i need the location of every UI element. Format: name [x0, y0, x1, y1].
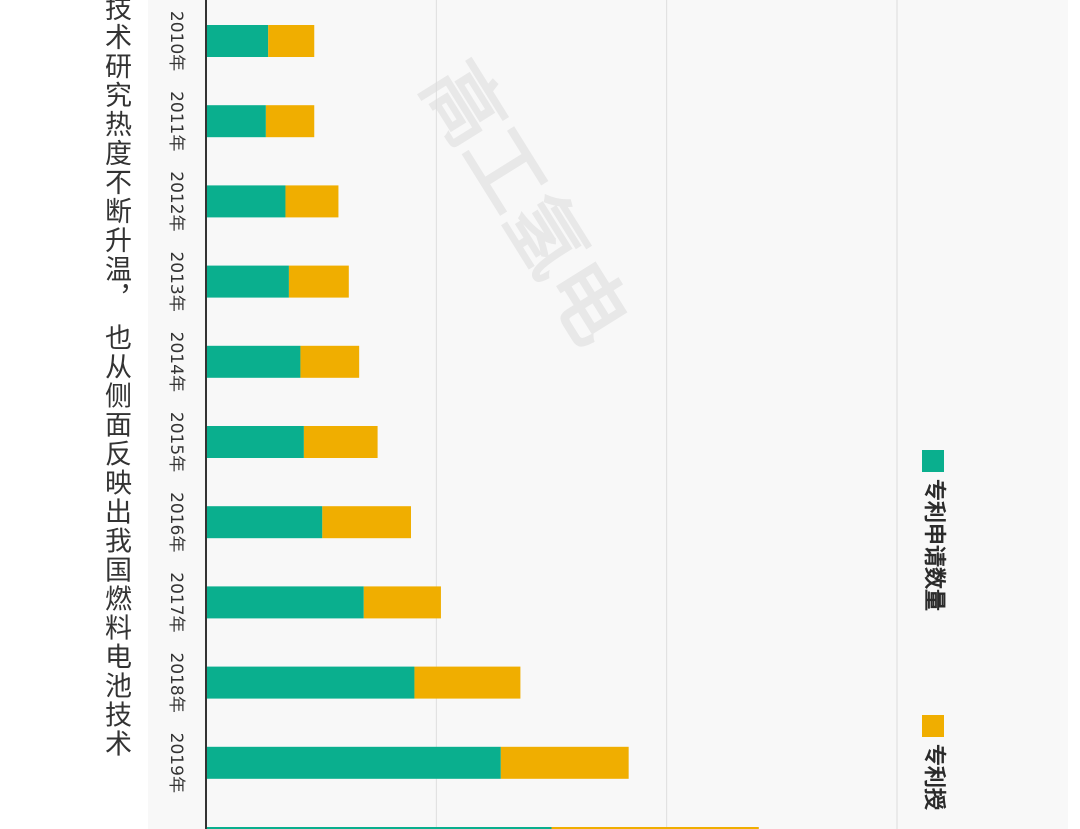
grant-bar-2015年	[303, 426, 378, 458]
application-bar-20	[206, 827, 552, 829]
application-bar-2019年	[206, 746, 501, 779]
grant-bar-2018年	[414, 666, 521, 699]
category-labels: 2010年 2011年 2012年 2013年 2014年 2015年 2016年 2017年…	[166, 11, 186, 793]
category-label: 2013年	[166, 251, 186, 311]
application-bar-2010年	[206, 25, 269, 57]
application-bar-2013年	[206, 265, 289, 298]
category-label: 2019年	[166, 733, 186, 793]
legend-label-1: 专利申请数量	[921, 479, 947, 611]
grant-bar-2019年	[500, 746, 629, 779]
grant-bar-2013年	[288, 265, 349, 298]
legend-label-2: 专利授	[921, 744, 947, 811]
application-bar-2012年	[206, 185, 286, 218]
grant-bar-20	[551, 827, 759, 829]
caption-column: 技术研究热度不断升温， 也从侧面反映出我国燃料电池技术	[95, 0, 135, 829]
legend-swatch-2	[922, 715, 944, 737]
category-label: 2017年	[166, 572, 186, 632]
grant-bar-2014年	[300, 345, 360, 378]
grant-bar-2016年	[322, 506, 411, 539]
category-label: 2014年	[166, 332, 186, 392]
grant-bar-2012年	[285, 185, 339, 218]
application-bar-2016年	[206, 506, 323, 539]
category-label: 2012年	[166, 171, 186, 231]
bar-layer	[206, 25, 759, 829]
application-bar-2015年	[206, 426, 304, 458]
grant-bar-2017年	[363, 586, 441, 619]
caption-text: 技术研究热度不断升温， 也从侧面反映出我国燃料电池技术	[100, 0, 131, 759]
category-label: 2010年	[166, 11, 186, 71]
application-bar-2017年	[206, 586, 364, 619]
legend-swatch-1	[922, 450, 944, 472]
grant-bar-2011年	[265, 105, 315, 138]
application-bar-2018年	[206, 666, 415, 699]
category-label: 2015年	[166, 412, 186, 472]
grant-bar-2010年	[268, 25, 315, 57]
category-label: 2016年	[166, 492, 186, 552]
category-label: 2018年	[166, 652, 186, 712]
category-label: 2011年	[166, 91, 186, 151]
application-bar-2011年	[206, 105, 266, 138]
watermark-text: 高工氢电	[404, 47, 646, 359]
application-bar-2014年	[206, 345, 301, 378]
